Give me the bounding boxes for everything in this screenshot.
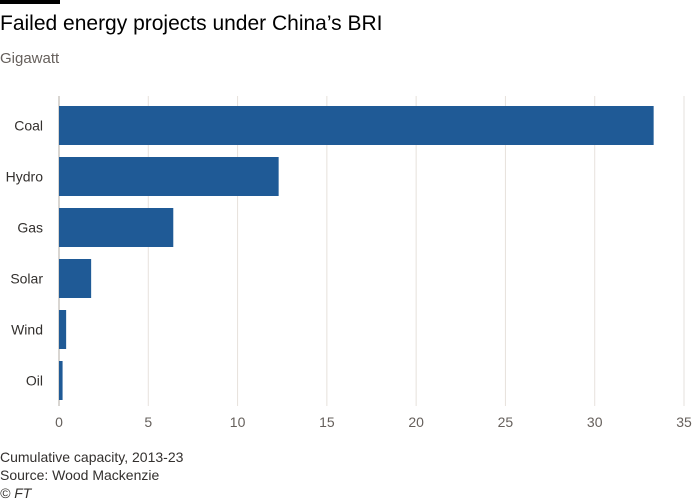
x-tick-label-10: 10 xyxy=(230,414,246,430)
bar-gas xyxy=(59,208,174,247)
ft-credit: © FT xyxy=(0,485,32,501)
category-label-oil: Oil xyxy=(26,373,43,389)
top-rule xyxy=(0,0,60,4)
x-tick-label-20: 20 xyxy=(408,414,424,430)
x-tick-label-15: 15 xyxy=(319,414,335,430)
x-tick-label-30: 30 xyxy=(587,414,603,430)
category-label-coal: Coal xyxy=(14,118,43,134)
bar-wind xyxy=(59,310,67,349)
bar-chart: Coal Hydro Gas Solar Wind Oil 0 5 10 15 20 25 30 35 xyxy=(6,96,692,430)
source-note: Source: Wood Mackenzie xyxy=(0,467,160,483)
bar-oil xyxy=(59,361,63,400)
chart-subtitle: Gigawatt xyxy=(0,50,60,67)
category-label-solar: Solar xyxy=(10,271,43,287)
category-label-wind: Wind xyxy=(11,322,43,338)
x-tick-label-5: 5 xyxy=(144,414,152,430)
bars xyxy=(59,106,654,400)
bar-coal xyxy=(59,106,654,145)
grid-lines xyxy=(58,96,685,406)
x-axis-ticks: 0 5 10 15 20 25 30 35 xyxy=(55,414,692,430)
chart-footer: Cumulative capacity, 2013-23 Source: Woo… xyxy=(0,448,183,502)
bar-solar xyxy=(59,259,92,298)
footer-note: Cumulative capacity, 2013-23 xyxy=(0,449,184,465)
x-tick-label-25: 25 xyxy=(498,414,514,430)
chart-title: Failed energy projects under China’s BRI xyxy=(0,12,383,35)
x-tick-label-35: 35 xyxy=(676,414,692,430)
x-tick-label-0: 0 xyxy=(55,414,63,430)
category-label-hydro: Hydro xyxy=(6,169,44,185)
bar-hydro xyxy=(59,157,279,196)
category-label-gas: Gas xyxy=(17,220,43,236)
category-labels: Coal Hydro Gas Solar Wind Oil xyxy=(6,118,44,389)
